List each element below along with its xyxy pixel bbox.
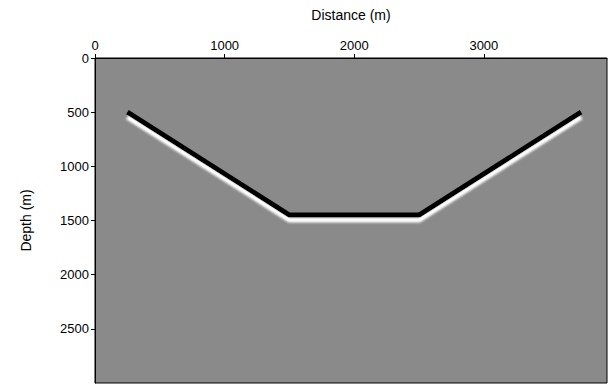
svg-text:Distance (m): Distance (m) — [311, 7, 390, 23]
svg-text:3000: 3000 — [469, 38, 498, 53]
svg-text:Depth (m): Depth (m) — [18, 189, 34, 251]
svg-text:2500: 2500 — [60, 321, 89, 336]
svg-text:0: 0 — [82, 51, 89, 66]
svg-text:2000: 2000 — [60, 267, 89, 282]
svg-text:2000: 2000 — [340, 38, 369, 53]
svg-text:0: 0 — [91, 38, 98, 53]
svg-text:1000: 1000 — [60, 159, 89, 174]
svg-text:500: 500 — [67, 105, 89, 120]
svg-text:1000: 1000 — [210, 38, 239, 53]
svg-text:1500: 1500 — [60, 213, 89, 228]
